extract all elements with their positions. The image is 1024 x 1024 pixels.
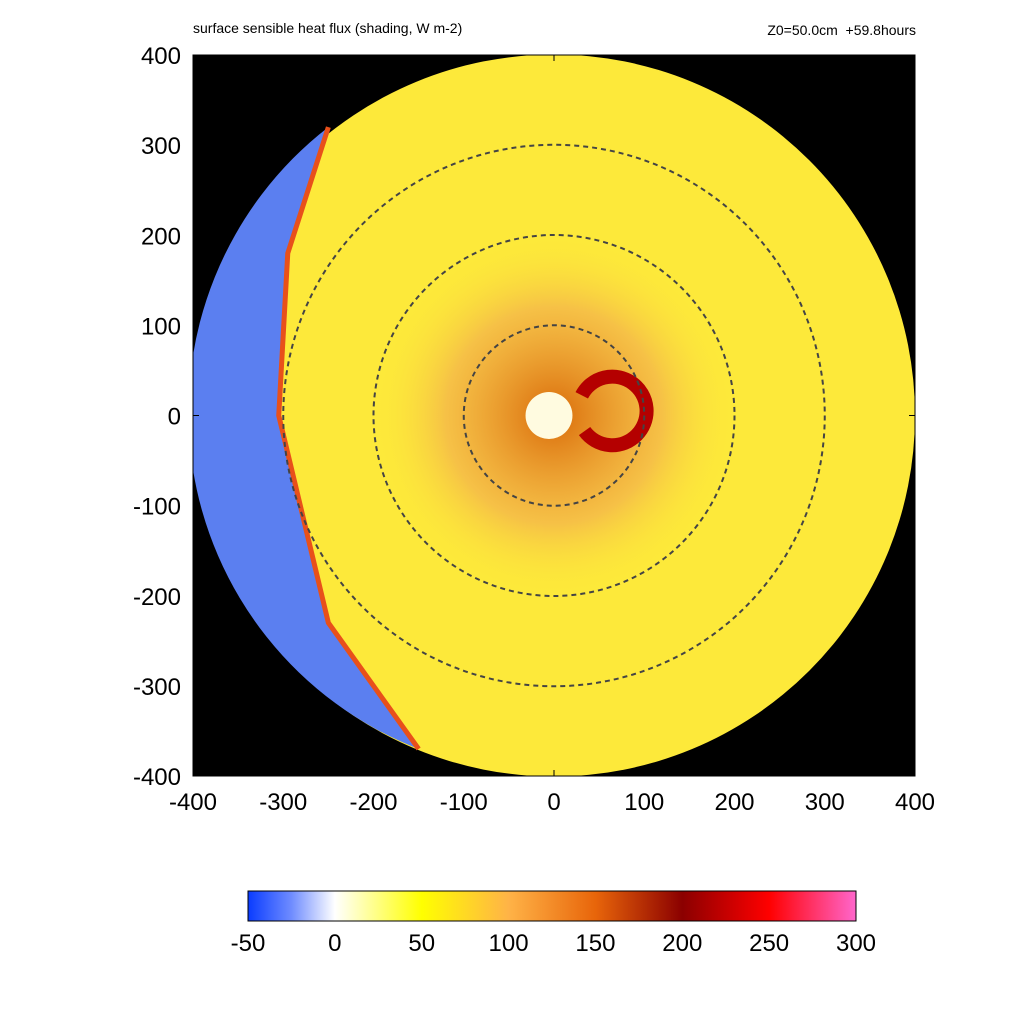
colorbar-tick-label: 150	[575, 930, 615, 957]
x-tick-label: 100	[624, 789, 664, 816]
colorbar-tick-label: 300	[836, 930, 876, 957]
dashed-circle	[282, 143, 826, 688]
dashed-circles	[282, 143, 826, 688]
front-line	[276, 126, 421, 751]
x-tick-label: -300	[259, 789, 307, 816]
x-tick-label: -200	[349, 789, 397, 816]
y-tick-label: -200	[133, 584, 181, 611]
colorbar-tick-label: 0	[328, 930, 341, 957]
chart-annotation: Z0=50.0cm +59.8hours	[767, 22, 916, 38]
y-tick-label: 200	[141, 223, 181, 250]
dashed-circle	[462, 324, 646, 507]
y-axis: 400 300 200 100 0 -100 -200 -300 -400	[133, 43, 915, 791]
cold-sector	[193, 127, 419, 749]
y-tick-label: -300	[133, 674, 181, 701]
x-tick-label: -100	[440, 789, 488, 816]
y-tick-label: -400	[133, 764, 181, 791]
y-tick-label: 400	[141, 43, 181, 70]
x-tick-label: 0	[547, 789, 560, 816]
colorbar-tick-label: 250	[749, 930, 789, 957]
y-tick-label: -100	[133, 494, 181, 521]
x-axis: -400 -300 -200 -100 0 100 200 300 400	[169, 55, 935, 816]
colorbar-tick-label: 50	[408, 930, 435, 957]
y-tick-label: 0	[168, 404, 181, 431]
chart-title: surface sensible heat flux (shading, W m…	[193, 20, 463, 36]
x-tick-label: 200	[714, 789, 754, 816]
colorbar-ticks: -50 0 50 100 150 200 250 300	[231, 930, 876, 957]
eyewall-ring	[575, 369, 654, 453]
colorbar	[247, 890, 857, 922]
x-tick-label: -400	[169, 789, 217, 816]
y-tick-label: 300	[141, 133, 181, 160]
colorbar-tick-label: 100	[489, 930, 529, 957]
y-tick-label: 100	[141, 313, 181, 340]
domain-layer	[193, 55, 915, 776]
eye-core	[525, 392, 573, 439]
colorbar-tick-label: -50	[231, 930, 266, 957]
dashed-circle	[372, 234, 736, 597]
x-tick-label: 300	[805, 789, 845, 816]
colorbar-tick-label: 200	[662, 930, 702, 957]
x-tick-label: 400	[895, 789, 935, 816]
